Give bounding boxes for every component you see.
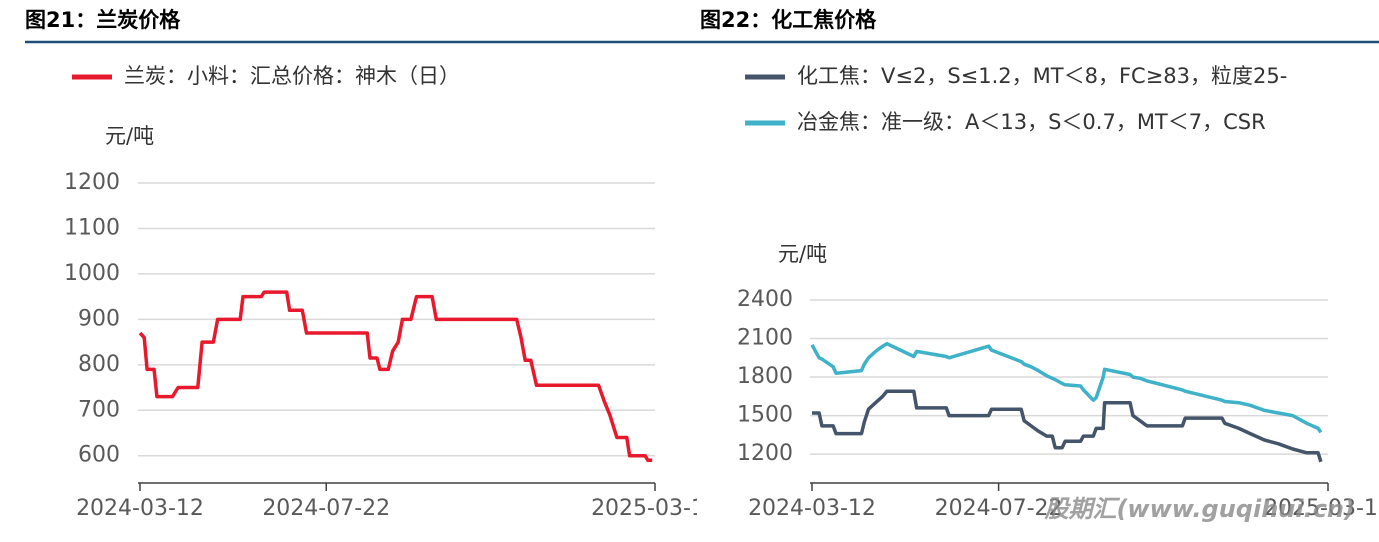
y-tick-label: 1200 bbox=[64, 170, 120, 195]
y-tick-label: 1800 bbox=[737, 364, 793, 389]
y-tick-label: 700 bbox=[78, 397, 120, 422]
y-tick-label: 2100 bbox=[737, 326, 793, 351]
y-tick-label: 2400 bbox=[737, 287, 793, 312]
legend-label: 兰炭：小料：汇总价格：神木（日） bbox=[124, 64, 460, 88]
series-line bbox=[810, 341, 1323, 434]
chart-title: 图21：兰炭价格 bbox=[25, 8, 181, 32]
x-tick-label: 2025-03-12 bbox=[1264, 496, 1379, 521]
y-tick-label: 900 bbox=[78, 306, 120, 331]
legend-label: 冶金焦：准一级：A＜13，S＜0.7，MT＜7，CSR bbox=[797, 110, 1266, 134]
y-tick-label: 1500 bbox=[737, 403, 793, 428]
watermark: 股期汇(www.guqihui.cn) bbox=[1043, 495, 1355, 523]
y-tick-label: 1200 bbox=[737, 441, 793, 466]
x-tick-label: 2024-03-12 bbox=[76, 496, 204, 521]
chart-title: 图22：化工焦价格 bbox=[700, 8, 877, 32]
x-tick-label: 2024-07-22 bbox=[262, 496, 390, 521]
x-tick-label: 2024-07-22 bbox=[935, 496, 1063, 521]
x-tick-label: 2025-03-12 bbox=[591, 496, 719, 521]
y-axis-unit: 元/吨 bbox=[105, 124, 154, 148]
x-tick-label: 2024-03-12 bbox=[748, 496, 876, 521]
legend-label: 化工焦：V≤2，S≤1.2，MT＜8，FC≥83，粒度25- bbox=[797, 64, 1287, 88]
y-tick-label: 1000 bbox=[64, 261, 120, 286]
series-line bbox=[812, 389, 1323, 463]
series-line bbox=[138, 290, 653, 463]
y-tick-label: 800 bbox=[78, 352, 120, 377]
y-axis-unit: 元/吨 bbox=[778, 242, 827, 266]
y-tick-label: 1100 bbox=[64, 215, 120, 240]
y-tick-label: 600 bbox=[78, 443, 120, 468]
